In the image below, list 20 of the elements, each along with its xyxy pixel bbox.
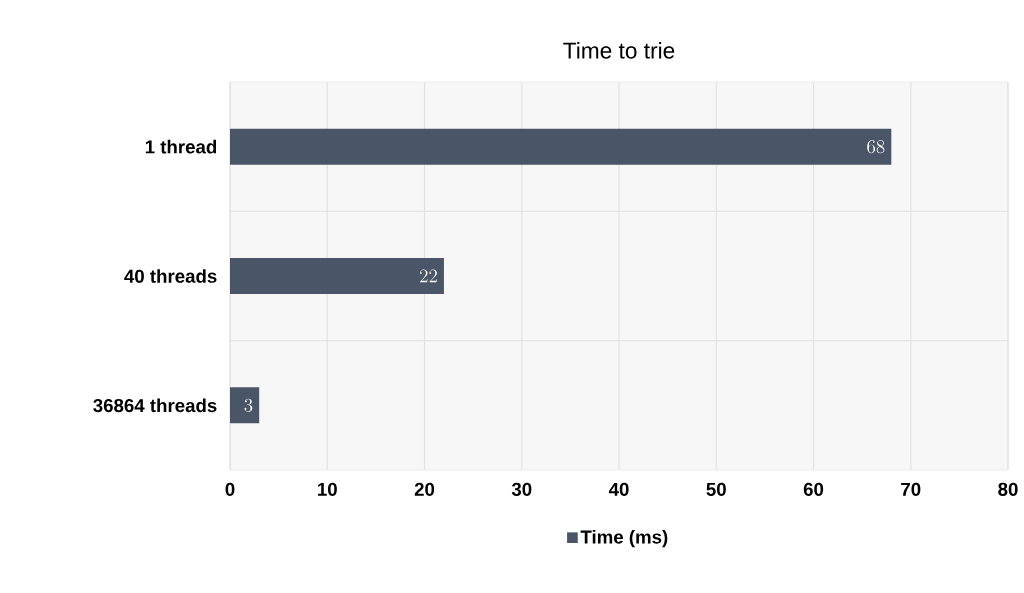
legend-label: Time (ms) [580,529,668,548]
x-tick-label: 30 [511,482,532,496]
y-tick-label: 1 thread [145,139,217,154]
y-tick-label: 40 threads [124,269,217,283]
x-tick-label: 10 [318,482,337,496]
chart-title: Time to trie [563,41,675,59]
x-tick-label: 70 [901,482,921,496]
x-tick-label: 40 [608,482,629,496]
bar [230,387,260,424]
y-tick-label: 36864 threads [93,398,217,413]
x-tick-label: 60 [803,482,824,496]
x-tick-label: 50 [706,482,726,496]
x-tick-label: 80 [998,482,1018,496]
x-tick-label: 0 [225,482,235,496]
bar [230,128,892,165]
data-label: 22 [420,269,437,283]
x-tick-label: 20 [414,482,435,496]
data-label: 3 [244,398,253,412]
bar [230,258,444,295]
data-label: 68 [867,140,885,154]
